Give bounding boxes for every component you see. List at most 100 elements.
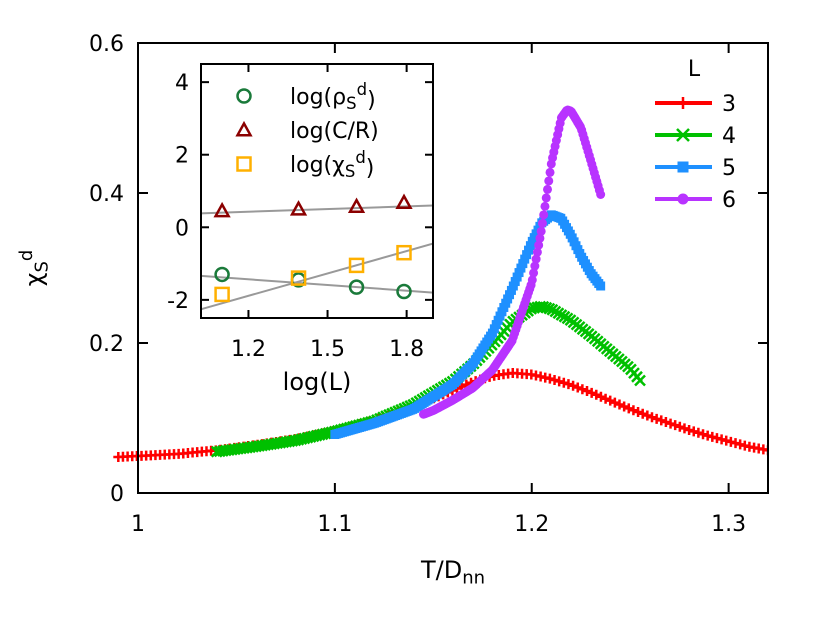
x-axis-title: T/Dnn bbox=[420, 556, 485, 588]
legend-label-6: 6 bbox=[722, 188, 736, 213]
data-point-series-3 bbox=[660, 416, 671, 427]
inset-point-log(C/R) bbox=[395, 193, 413, 210]
legend-label-5: 5 bbox=[722, 156, 736, 181]
inset-legend-label-log(ρSd): log(ρSd) bbox=[290, 80, 376, 113]
data-point-series-4 bbox=[543, 302, 556, 315]
inset-frame bbox=[200, 63, 434, 319]
data-point-series-6 bbox=[545, 167, 555, 177]
inset-legend-label-log(χSd)-part: d bbox=[355, 148, 365, 167]
fit-line-log(C/R) bbox=[201, 204, 433, 215]
inset-legend-label-log(ρSd)-part: log(ρ bbox=[290, 85, 346, 110]
y-axis-title-part: χ bbox=[20, 272, 48, 286]
legend-marker-4 bbox=[676, 128, 690, 142]
data-point-series-3 bbox=[568, 380, 579, 391]
data-point-series-3 bbox=[684, 424, 695, 435]
data-point-series-5 bbox=[596, 281, 606, 291]
inset-point-log(χSd) bbox=[290, 270, 307, 286]
data-point-series-6 bbox=[544, 176, 554, 186]
inset-legend-marker-log(ρSd) bbox=[236, 88, 252, 104]
data-point-series-3 bbox=[679, 423, 690, 434]
inset-y-tick-label: 4 bbox=[175, 71, 189, 96]
y-axis-title: χSd bbox=[16, 250, 52, 287]
inset-legend-label-log(χSd)-part: ) bbox=[366, 156, 375, 181]
data-point-series-3 bbox=[582, 386, 593, 397]
data-point-series-3 bbox=[646, 412, 657, 423]
data-point-series-3 bbox=[688, 426, 699, 437]
data-point-series-3 bbox=[609, 397, 620, 408]
inset-point-log(ρSd) bbox=[214, 266, 230, 283]
inset-legend-label-log(χSd)-part: log(χ bbox=[290, 153, 345, 178]
y-tick-label: 0 bbox=[110, 482, 124, 507]
data-point-series-3 bbox=[651, 413, 662, 424]
inset-point-log(C/R) bbox=[289, 200, 308, 216]
legend-marker-6 bbox=[677, 193, 689, 205]
inset-legend-marker-log(χSd) bbox=[236, 156, 252, 172]
inset-legend-marker-log(C/R) bbox=[235, 120, 253, 137]
data-point-series-3 bbox=[693, 427, 704, 438]
inset-legend-label-log(C/R): log(C/R) bbox=[290, 119, 379, 144]
data-point-series-6 bbox=[540, 201, 550, 211]
x-tick-label: 1.3 bbox=[711, 512, 746, 537]
data-point-series-6 bbox=[539, 210, 549, 220]
y-axis-title-part: d bbox=[16, 250, 37, 261]
legend-marker-5 bbox=[677, 161, 689, 173]
data-point-series-3 bbox=[595, 391, 606, 402]
y-tick-label: 0.4 bbox=[89, 182, 124, 207]
data-point-series-6 bbox=[531, 254, 541, 264]
data-point-series-3 bbox=[544, 373, 555, 384]
data-point-series-3 bbox=[702, 430, 713, 441]
x-axis-title-part: nn bbox=[462, 567, 485, 588]
legend-marker-3 bbox=[677, 97, 689, 109]
main-data-layer bbox=[113, 105, 768, 462]
legend-label-3: 3 bbox=[722, 92, 736, 117]
inset-x-tick-label: 1.2 bbox=[231, 337, 266, 362]
data-point-series-6 bbox=[596, 190, 606, 199]
data-point-series-6 bbox=[532, 247, 542, 257]
inset-fit-layer bbox=[201, 204, 433, 311]
data-point-series-3 bbox=[558, 377, 569, 388]
data-point-series-3 bbox=[591, 389, 602, 400]
legend-label-4: 4 bbox=[722, 124, 736, 149]
y-axis-title-part: S bbox=[31, 261, 52, 272]
inset-plot: 1.2 1.5 1.8-2024log(L)log(ρSd)log(C/R)log(… bbox=[167, 63, 434, 396]
inset-x-axis-title: log(L) bbox=[283, 368, 352, 396]
data-point-series-3 bbox=[763, 445, 768, 456]
data-point-series-4 bbox=[634, 374, 646, 387]
data-point-series-3 bbox=[698, 429, 709, 440]
data-point-series-6 bbox=[537, 218, 547, 228]
data-point-series-6 bbox=[543, 184, 552, 194]
fit-line-log(ρSd) bbox=[201, 274, 433, 294]
data-point-series-6 bbox=[541, 193, 551, 203]
y-tick-label: 0.2 bbox=[89, 332, 124, 357]
x-tick-label: 1 bbox=[131, 512, 145, 537]
data-point-series-6 bbox=[530, 261, 540, 271]
data-point-series-3 bbox=[605, 395, 616, 406]
x-tick-label: 1.1 bbox=[317, 512, 352, 537]
x-axis-title-part: T/D bbox=[420, 556, 462, 584]
inset-legend-label-log(ρSd)-part: ) bbox=[367, 88, 376, 113]
data-point-series-3 bbox=[674, 421, 685, 432]
data-point-series-3 bbox=[572, 382, 583, 393]
inset-legend-label-log(ρSd)-part: S bbox=[346, 94, 356, 113]
data-point-series-6 bbox=[529, 268, 539, 278]
data-point-series-6 bbox=[527, 275, 537, 285]
data-point-series-6 bbox=[535, 233, 545, 243]
data-point-series-3 bbox=[577, 384, 588, 395]
inset-legend-label-log(χSd): log(χSd) bbox=[290, 148, 374, 181]
inset-point-log(C/R) bbox=[347, 197, 366, 214]
x-tick-label: 1.2 bbox=[514, 512, 549, 537]
inset-point-log(χSd) bbox=[396, 244, 412, 261]
data-point-series-3 bbox=[549, 374, 560, 385]
data-point-series-3 bbox=[642, 410, 653, 421]
data-point-series-3 bbox=[656, 415, 667, 426]
data-point-series-3 bbox=[600, 393, 611, 404]
data-point-series-6 bbox=[536, 226, 546, 236]
main-plot-frame bbox=[137, 42, 769, 494]
data-point-series-6 bbox=[534, 240, 544, 250]
inset-legend-label-log(C/R)-part: log(C/R) bbox=[290, 119, 379, 144]
series-5 bbox=[330, 210, 606, 439]
inset-y-tick-label: 2 bbox=[175, 144, 189, 169]
data-point-series-3 bbox=[614, 399, 625, 410]
